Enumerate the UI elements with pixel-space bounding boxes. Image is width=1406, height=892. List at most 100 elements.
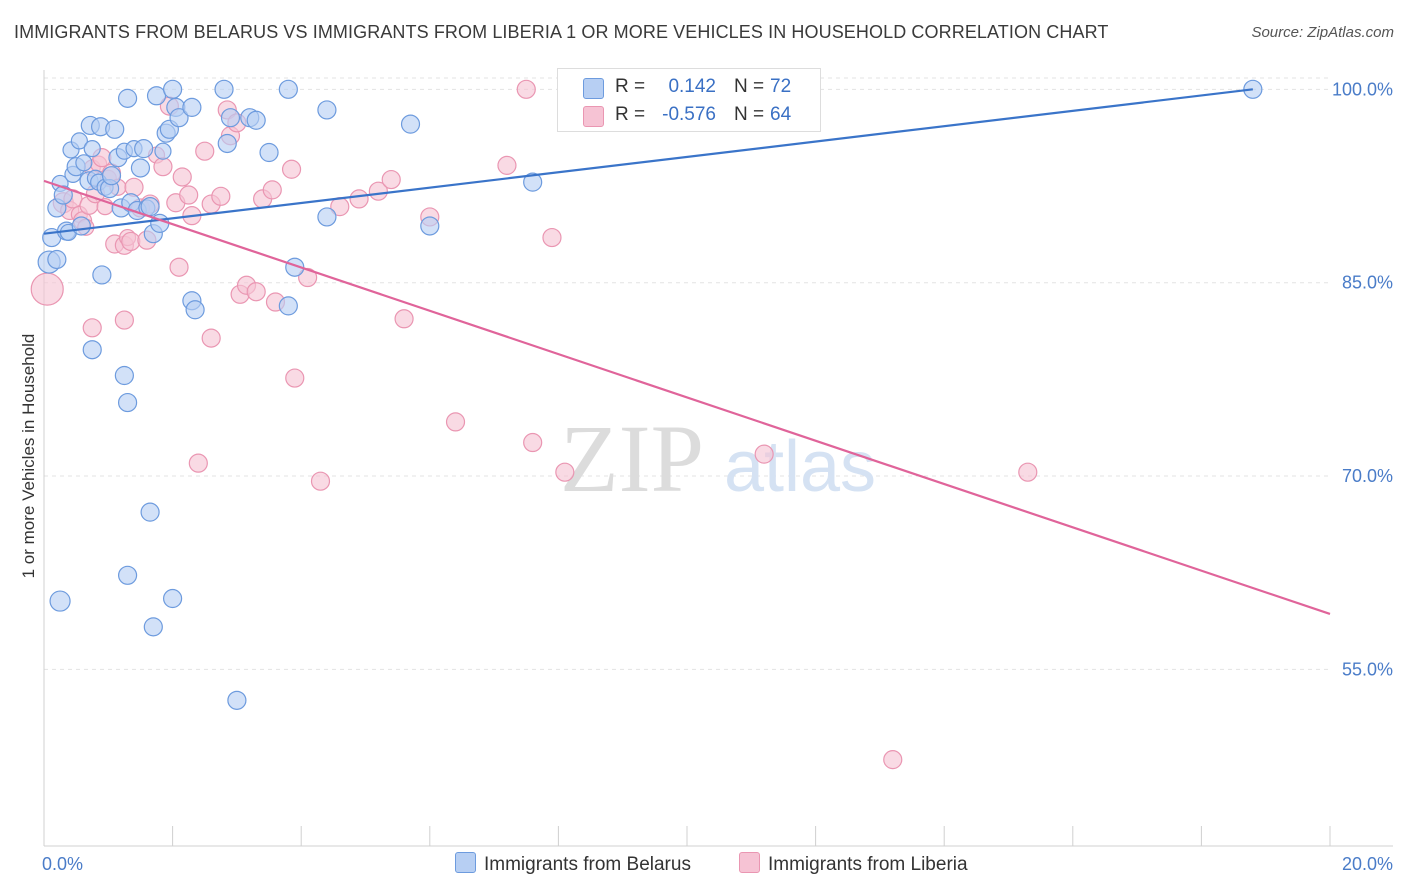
x-tick-label: 20.0% (1342, 854, 1393, 874)
belarus-point (317, 207, 337, 227)
y-tick-label: 70.0% (1342, 466, 1393, 486)
x-tick-label: 0.0% (42, 854, 83, 874)
liberia-point (246, 282, 266, 302)
belarus-point (523, 172, 543, 192)
liberia-point (121, 231, 141, 252)
belarus-point (317, 100, 337, 120)
belarus-point (117, 392, 138, 413)
liberia-point (172, 167, 192, 187)
liberia-point (523, 432, 543, 453)
liberia-point (179, 185, 199, 205)
liberia-point (211, 186, 231, 206)
belarus-point (47, 249, 67, 270)
belarus-point (140, 502, 160, 522)
y-tick-label: 100.0% (1332, 79, 1393, 99)
liberia-point (262, 180, 282, 200)
liberia-point (169, 257, 189, 277)
axes (43, 70, 1393, 847)
watermark: ZIP atlas (560, 405, 876, 512)
belarus-point (130, 158, 151, 178)
stats-r-label: R = (615, 104, 646, 125)
data-points (30, 79, 1263, 770)
belarus-point (154, 142, 172, 160)
belarus-point (146, 86, 167, 106)
liberia-point (1018, 462, 1038, 482)
liberia-point (82, 318, 102, 338)
liberia-trend-line (43, 179, 1331, 616)
stats-r-label: R = (615, 76, 646, 97)
liberia-point (349, 189, 369, 209)
belarus-point (117, 565, 138, 585)
belarus-point (400, 114, 421, 134)
belarus-point (140, 197, 160, 217)
belarus-point (214, 79, 234, 99)
legend-swatch-belarus (455, 852, 476, 873)
liberia-point (497, 155, 517, 175)
stats-n-label: N = (734, 76, 765, 97)
liberia-point (195, 141, 215, 161)
belarus-point (105, 119, 125, 139)
belarus-point (169, 108, 189, 128)
belarus-point (117, 88, 138, 108)
belarus-point (83, 140, 101, 158)
stats-r-value: -0.576 (662, 104, 716, 125)
belarus-point (259, 142, 279, 163)
liberia-point (394, 309, 414, 329)
grid-lines (44, 77, 1330, 670)
liberia-point (516, 79, 536, 99)
liberia-point (153, 157, 173, 177)
stats-swatch-belarus (583, 78, 604, 99)
belarus-point (420, 216, 440, 236)
belarus-point (82, 340, 102, 360)
legend-item-liberia[interactable]: Immigrants from Liberia (739, 852, 968, 876)
y-tick-label: 55.0% (1342, 659, 1393, 679)
y-tick-label: 85.0% (1342, 273, 1393, 293)
stats-n-label: N = (734, 104, 765, 125)
liberia-point (188, 453, 208, 473)
stats-row-liberia: R = -0.576 N = 64 (558, 101, 820, 129)
belarus-point (114, 365, 134, 386)
liberia-point (368, 181, 388, 201)
chart-title: IMMIGRANTS FROM BELARUS VS IMMIGRANTS FR… (14, 22, 1109, 42)
tick-labels: 100.0% 85.0% 70.0% 55.0% 0.0% 20.0% (42, 79, 1393, 874)
belarus-point (92, 265, 112, 285)
liberia-point (381, 169, 401, 190)
liberia-point (445, 412, 466, 432)
liberia-point (285, 368, 305, 388)
stats-n-value: 64 (770, 104, 792, 125)
stats-swatch-liberia (583, 106, 604, 127)
belarus-point (182, 97, 202, 117)
liberia-point (555, 462, 575, 482)
belarus-point (163, 79, 183, 99)
belarus-point (134, 139, 154, 159)
liberia-point (883, 750, 903, 770)
belarus-point (163, 588, 183, 609)
belarus-point (220, 108, 241, 128)
legend-label-liberia: Immigrants from Liberia (768, 854, 968, 875)
liberia-point (201, 328, 221, 348)
legend-swatch-liberia (739, 852, 760, 873)
belarus-point (49, 590, 71, 612)
watermark-atlas: atlas (724, 427, 876, 507)
watermark-zip: ZIP (560, 405, 704, 512)
belarus-point (53, 185, 73, 205)
y-axis-label: 1 or more Vehicles in Household (19, 334, 38, 579)
belarus-point (246, 110, 266, 130)
belarus-point (101, 166, 122, 186)
belarus-point (70, 132, 88, 150)
liberia-point (30, 272, 64, 306)
liberia-point (281, 159, 302, 179)
stats-box: R = 0.142 N = 72 R = -0.576 N = 64 (557, 68, 821, 132)
legend-item-belarus[interactable]: Immigrants from Belarus (455, 852, 691, 876)
belarus-point (185, 300, 205, 320)
stats-n-value: 72 (770, 76, 792, 97)
liberia-point (124, 177, 144, 197)
stats-r-value: 0.142 (668, 76, 716, 97)
belarus-point (71, 216, 91, 236)
belarus-point (278, 79, 298, 99)
source-label: Source: ZipAtlas.com (1251, 24, 1394, 41)
liberia-point (542, 227, 562, 248)
belarus-point (227, 690, 247, 710)
liberia-point (754, 444, 774, 464)
